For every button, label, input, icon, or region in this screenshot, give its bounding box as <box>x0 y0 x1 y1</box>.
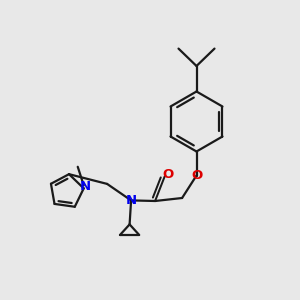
Text: O: O <box>191 169 202 182</box>
Text: N: N <box>125 194 137 207</box>
Text: O: O <box>163 167 174 181</box>
Text: N: N <box>80 180 91 193</box>
